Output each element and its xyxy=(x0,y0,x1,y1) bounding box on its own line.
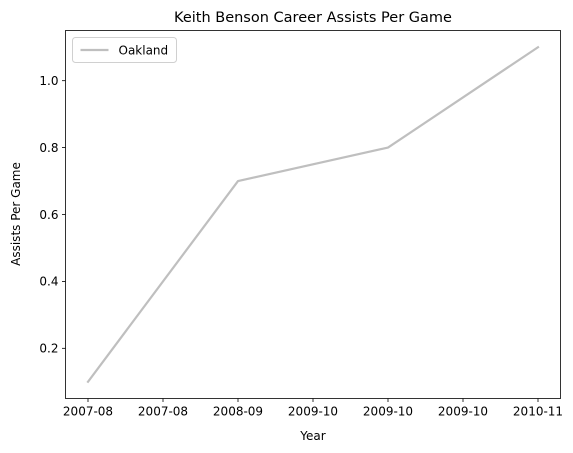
legend-box xyxy=(72,37,177,63)
x-tick-label: 2007-08 xyxy=(63,405,113,419)
legend: Oakland xyxy=(72,37,177,63)
series-layer xyxy=(86,45,540,384)
y-tick-label: 0.8 xyxy=(39,141,58,155)
y-tick-label: 0.4 xyxy=(39,275,58,289)
y-axis-label: Assists Per Game xyxy=(9,162,23,266)
y-tick-label: 0.2 xyxy=(39,342,58,356)
series-line-oakland xyxy=(86,45,540,384)
y-tick-label: 1.0 xyxy=(39,74,58,88)
x-tick-label: 2009-10 xyxy=(363,405,413,419)
axes: 2007-08 2007-08 2008-09 2009-10 2009-10 2009-… xyxy=(39,30,563,419)
chart-title: Keith Benson Career Assists Per Game xyxy=(174,10,452,26)
x-axis-label: Year xyxy=(299,429,325,443)
plot-area xyxy=(65,30,561,399)
y-tick-label: 0.6 xyxy=(39,208,58,222)
x-tick-label: 2009-10 xyxy=(288,405,338,419)
x-tick-label: 2008-09 xyxy=(213,405,263,419)
legend-label: Oakland xyxy=(119,43,169,57)
x-tick-label: 2009-10 xyxy=(438,405,488,419)
x-tick-label: 2007-08 xyxy=(138,405,188,419)
x-tick-label: 2010-11 xyxy=(513,405,563,419)
